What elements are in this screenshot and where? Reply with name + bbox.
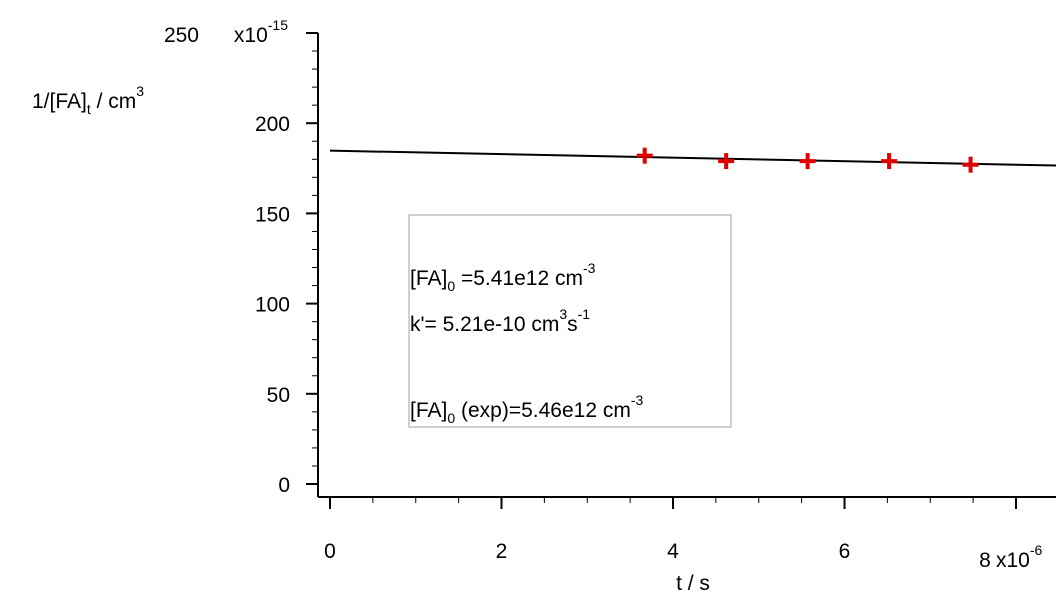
- y-multiplier-exponent: -15: [268, 17, 288, 33]
- plot-area: [329, 147, 1056, 173]
- y-tick-label-top: 250: [164, 24, 199, 47]
- data-point: [636, 147, 653, 164]
- x-multiplier-exponent: -6: [1030, 542, 1043, 558]
- y-tick-label: 0: [278, 474, 290, 497]
- data-point: [881, 153, 898, 170]
- x-tick-label: 2: [496, 540, 508, 563]
- y-tick-label: 200: [255, 113, 290, 136]
- y-tick-label: 100: [255, 294, 290, 317]
- x-ticks: 0 2 4 6 8: [324, 497, 1017, 572]
- y-multiplier-base: x10: [234, 24, 268, 47]
- y-title-sub: t: [87, 101, 91, 117]
- data-point: [718, 153, 735, 170]
- y-title-rest: / cm: [91, 90, 137, 113]
- data-markers: [636, 147, 979, 173]
- legend-box: [FA]0 =5.41e12 cm-3 k'= 5.21e-10 cm3s-1 [F…: [408, 214, 732, 428]
- y-axis-title: 1/[FA]t / cm3: [32, 83, 144, 117]
- y-ticks: 0 50 100 150 200 250: [164, 24, 318, 497]
- y-tick-label: 50: [267, 384, 290, 407]
- x-multiplier: x10-6: [996, 542, 1043, 572]
- legend-border: [408, 214, 732, 428]
- fit-line: [329, 149, 1056, 167]
- legend-line: [FA]0 (exp)=5.46e12 cm-3: [410, 392, 644, 426]
- y-axis: 0 50 100 150 200 250 x10-15 1/[FA]t / cm3: [32, 17, 319, 497]
- x-tick-label: 8: [979, 549, 991, 572]
- data-point: [962, 156, 979, 173]
- x-tick-label: 6: [839, 540, 851, 563]
- data-point: [799, 153, 816, 170]
- x-tick-label: 4: [667, 540, 679, 563]
- legend-lines: [FA]0 =5.41e12 cm-3 k'= 5.21e-10 cm3s-1 [F…: [410, 260, 644, 426]
- legend-line: k'= 5.21e-10 cm3s-1: [410, 306, 590, 336]
- x-tick-label: 0: [324, 540, 336, 563]
- x-axis: 0 2 4 6 8 x10-6 t / s: [318, 496, 1056, 594]
- y-multiplier: x10-15: [234, 17, 288, 47]
- y-tick-label: 150: [255, 203, 290, 226]
- y-title-sup: 3: [136, 83, 144, 99]
- x-multiplier-base: x10: [996, 549, 1030, 572]
- y-title-main: 1/[FA]: [32, 90, 87, 113]
- x-axis-title: t / s: [676, 572, 710, 594]
- legend-line: [FA]0 =5.41e12 cm-3: [410, 260, 596, 294]
